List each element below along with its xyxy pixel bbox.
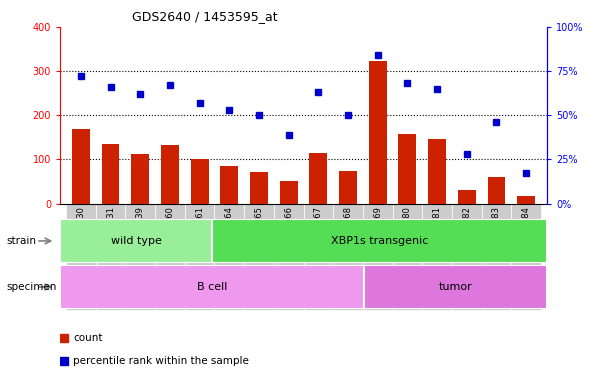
Bar — [215, 204, 244, 310]
Bar — [96, 204, 126, 310]
Bar — [333, 204, 363, 310]
Bar — [339, 171, 357, 204]
Bar — [487, 177, 505, 204]
Bar — [155, 204, 185, 310]
Bar — [60, 265, 364, 309]
Bar — [310, 153, 328, 204]
Text: percentile rank within the sample: percentile rank within the sample — [73, 356, 249, 366]
Bar — [279, 182, 297, 204]
Bar — [363, 204, 392, 310]
Bar — [274, 204, 304, 310]
Bar — [161, 145, 179, 204]
Bar — [66, 204, 96, 310]
Bar — [458, 190, 475, 204]
Bar — [369, 61, 386, 204]
Text: GDS2640 / 1453595_at: GDS2640 / 1453595_at — [132, 10, 278, 23]
Bar — [452, 204, 481, 310]
Bar — [102, 144, 120, 204]
Bar — [250, 172, 268, 204]
Text: specimen: specimen — [6, 282, 56, 292]
Bar — [221, 166, 238, 204]
Bar — [398, 134, 416, 204]
Bar — [481, 204, 511, 310]
Bar — [185, 204, 215, 310]
Text: B cell: B cell — [197, 282, 227, 292]
Bar — [517, 195, 535, 204]
Bar — [132, 154, 149, 204]
Text: strain: strain — [6, 236, 36, 246]
Bar — [191, 159, 209, 204]
Bar — [304, 204, 333, 310]
Bar — [72, 129, 90, 204]
Text: wild type: wild type — [111, 236, 162, 246]
Text: XBP1s transgenic: XBP1s transgenic — [331, 236, 429, 246]
Text: count: count — [73, 333, 103, 343]
Bar — [392, 204, 423, 310]
Text: tumor: tumor — [439, 282, 472, 292]
Bar — [423, 204, 452, 310]
Bar — [126, 204, 155, 310]
Bar — [60, 219, 212, 263]
Bar — [244, 204, 274, 310]
Bar — [364, 265, 547, 309]
Bar — [428, 139, 446, 204]
Bar — [212, 219, 547, 263]
Bar — [511, 204, 541, 310]
